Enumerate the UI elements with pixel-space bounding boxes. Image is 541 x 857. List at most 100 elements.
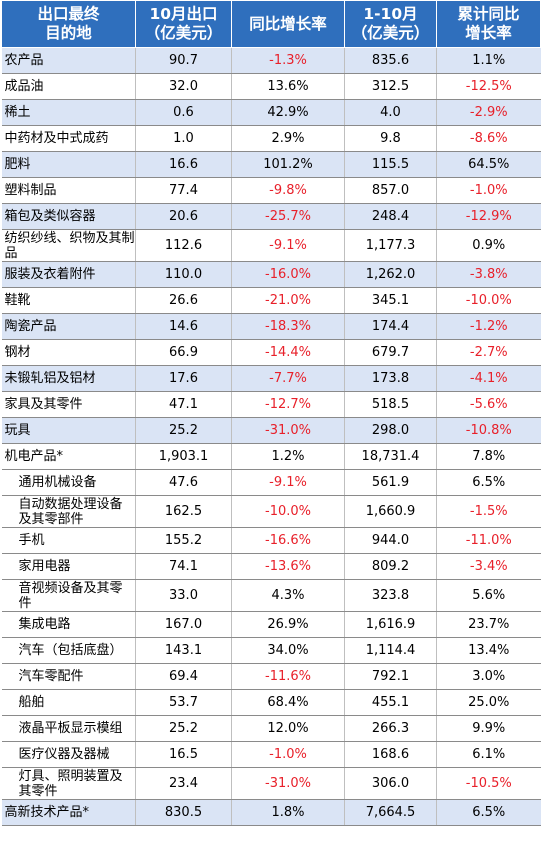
yoy-growth-cell: -1.0% [231, 741, 345, 768]
oct-export-cell: 1,903.1 [135, 443, 232, 470]
oct-export-cell: 26.6 [135, 287, 232, 314]
oct-export-cell: 90.7 [135, 47, 232, 74]
yoy-growth-cell: 2.9% [231, 125, 345, 152]
ytd-export-cell: 174.4 [344, 313, 437, 340]
oct-export-cell: 14.6 [135, 313, 232, 340]
ytd-export-cell: 306.0 [344, 767, 437, 800]
ytd-export-cell: 809.2 [344, 553, 437, 580]
oct-export-cell: 74.1 [135, 553, 232, 580]
ytd-export-cell: 792.1 [344, 663, 437, 690]
product-name-cell: 汽车零配件 [1, 663, 136, 690]
cum-growth-cell: 6.1% [436, 741, 541, 768]
cum-growth-cell: -2.9% [436, 99, 541, 126]
table-row: 箱包及类似容器 20.6 -25.7% 248.4 -12.9% [1, 203, 541, 230]
table-row: 玩具 25.2 -31.0% 298.0 -10.8% [1, 417, 541, 444]
ytd-export-cell: 4.0 [344, 99, 437, 126]
table-row: 服装及衣着附件 110.0 -16.0% 1,262.0 -3.8% [1, 261, 541, 288]
table-row: 陶瓷产品 14.6 -18.3% 174.4 -1.2% [1, 313, 541, 340]
ytd-export-cell: 561.9 [344, 469, 437, 496]
product-name-cell: 医疗仪器及器械 [1, 741, 136, 768]
yoy-growth-cell: 26.9% [231, 611, 345, 638]
table-row: 中药材及中式成药 1.0 2.9% 9.8 -8.6% [1, 125, 541, 152]
product-name-cell: 箱包及类似容器 [1, 203, 136, 230]
yoy-growth-cell: -31.0% [231, 417, 345, 444]
ytd-export-cell: 455.1 [344, 689, 437, 716]
table-row: 音视频设备及其零件 33.0 4.3% 323.8 5.6% [1, 579, 541, 612]
yoy-growth-cell: 12.0% [231, 715, 345, 742]
cum-growth-cell: -4.1% [436, 365, 541, 392]
yoy-growth-cell: 4.3% [231, 579, 345, 612]
yoy-growth-cell: 42.9% [231, 99, 345, 126]
yoy-growth-cell: -7.7% [231, 365, 345, 392]
cum-growth-cell: 0.9% [436, 229, 541, 262]
ytd-export-cell: 857.0 [344, 177, 437, 204]
oct-export-cell: 53.7 [135, 689, 232, 716]
ytd-export-cell: 1,660.9 [344, 495, 437, 528]
ytd-export-cell: 248.4 [344, 203, 437, 230]
yoy-growth-cell: -12.7% [231, 391, 345, 418]
yoy-growth-cell: -10.0% [231, 495, 345, 528]
yoy-growth-cell: 1.8% [231, 799, 345, 826]
header-ytd-export: 1-10月 （亿美元） [344, 0, 437, 48]
table-row: 船舶 53.7 68.4% 455.1 25.0% [1, 689, 541, 716]
table-row: 液晶平板显示模组 25.2 12.0% 266.3 9.9% [1, 715, 541, 742]
cum-growth-cell: -2.7% [436, 339, 541, 366]
oct-export-cell: 66.9 [135, 339, 232, 366]
cum-growth-cell: -1.0% [436, 177, 541, 204]
table-row: 灯具、照明装置及其零件 23.4 -31.0% 306.0 -10.5% [1, 767, 541, 800]
table-row: 稀土 0.6 42.9% 4.0 -2.9% [1, 99, 541, 126]
oct-export-cell: 47.1 [135, 391, 232, 418]
ytd-export-cell: 312.5 [344, 73, 437, 100]
product-name-cell: 汽车（包括底盘） [1, 637, 136, 664]
product-name-cell: 钢材 [1, 339, 136, 366]
product-name-cell: 家具及其零件 [1, 391, 136, 418]
product-name-cell: 塑料制品 [1, 177, 136, 204]
cum-growth-cell: -1.2% [436, 313, 541, 340]
header-yoy-growth: 同比增长率 [231, 0, 345, 48]
ytd-export-cell: 7,664.5 [344, 799, 437, 826]
cum-growth-cell: 7.8% [436, 443, 541, 470]
oct-export-cell: 1.0 [135, 125, 232, 152]
ytd-export-cell: 1,177.3 [344, 229, 437, 262]
ytd-export-cell: 323.8 [344, 579, 437, 612]
oct-export-cell: 77.4 [135, 177, 232, 204]
oct-export-cell: 112.6 [135, 229, 232, 262]
oct-export-cell: 162.5 [135, 495, 232, 528]
product-name-cell: 家用电器 [1, 553, 136, 580]
cum-growth-cell: -3.8% [436, 261, 541, 288]
ytd-export-cell: 1,616.9 [344, 611, 437, 638]
table-row: 集成电路 167.0 26.9% 1,616.9 23.7% [1, 611, 541, 638]
oct-export-cell: 167.0 [135, 611, 232, 638]
product-name-cell: 中药材及中式成药 [1, 125, 136, 152]
cum-growth-cell: 23.7% [436, 611, 541, 638]
oct-export-cell: 830.5 [135, 799, 232, 826]
yoy-growth-cell: -9.1% [231, 469, 345, 496]
oct-export-cell: 0.6 [135, 99, 232, 126]
cum-growth-cell: 3.0% [436, 663, 541, 690]
table-row: 肥料 16.6 101.2% 115.5 64.5% [1, 151, 541, 178]
product-name-cell: 灯具、照明装置及其零件 [1, 767, 136, 800]
product-name-cell: 纺织纱线、织物及其制品 [1, 229, 136, 262]
product-name-cell: 未锻轧铝及铝材 [1, 365, 136, 392]
cum-growth-cell: 1.1% [436, 47, 541, 74]
table-row: 农产品 90.7 -1.3% 835.6 1.1% [1, 47, 541, 74]
table-body: 农产品 90.7 -1.3% 835.6 1.1% 成品油 32.0 13.6% 312.5 -1… [1, 47, 541, 826]
cum-growth-cell: -3.4% [436, 553, 541, 580]
product-name-cell: 通用机械设备 [1, 469, 136, 496]
header-cum-growth: 累计同比 增长率 [436, 0, 541, 48]
yoy-growth-cell: -18.3% [231, 313, 345, 340]
cum-growth-cell: -12.5% [436, 73, 541, 100]
cum-growth-cell: 6.5% [436, 469, 541, 496]
table-row: 汽车零配件 69.4 -11.6% 792.1 3.0% [1, 663, 541, 690]
cum-growth-cell: 64.5% [436, 151, 541, 178]
ytd-export-cell: 679.7 [344, 339, 437, 366]
oct-export-cell: 47.6 [135, 469, 232, 496]
product-name-cell: 液晶平板显示模组 [1, 715, 136, 742]
cum-growth-cell: 5.6% [436, 579, 541, 612]
product-name-cell: 陶瓷产品 [1, 313, 136, 340]
table-row: 医疗仪器及器械 16.5 -1.0% 168.6 6.1% [1, 741, 541, 768]
cum-growth-cell: 25.0% [436, 689, 541, 716]
yoy-growth-cell: -9.8% [231, 177, 345, 204]
oct-export-cell: 17.6 [135, 365, 232, 392]
oct-export-cell: 155.2 [135, 527, 232, 554]
